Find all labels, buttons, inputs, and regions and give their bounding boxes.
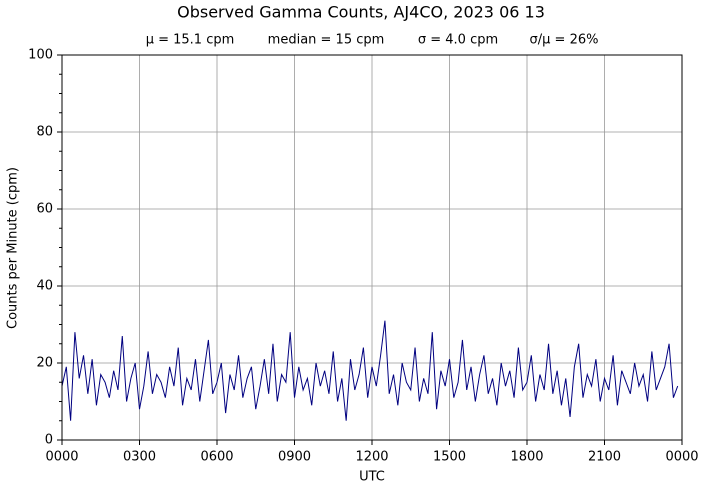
- x-tick-label: 1200: [355, 450, 388, 465]
- y-tick-label: 80: [36, 125, 53, 140]
- y-tick-label: 100: [28, 48, 53, 63]
- y-tick-label: 0: [45, 433, 53, 448]
- x-tick-label: 0300: [123, 450, 156, 465]
- x-tick-label: 0600: [200, 450, 233, 465]
- x-tick-label: 0000: [665, 450, 698, 465]
- data-line: [61, 320, 679, 421]
- plot-frame: [61, 54, 683, 441]
- y-axis-label: Counts per Minute (cpm): [6, 167, 21, 329]
- chart-title: Observed Gamma Counts, AJ4CO, 2023 06 13: [177, 3, 545, 22]
- y-tick-label: 40: [36, 279, 53, 294]
- x-tick-label: 2100: [588, 450, 621, 465]
- x-tick-label: 0000: [45, 450, 78, 465]
- stat: σ/μ = 26%: [530, 33, 599, 48]
- y-tick-label: 20: [36, 356, 53, 371]
- stat: median = 15 cpm: [268, 33, 385, 48]
- stat: σ = 4.0 cpm: [418, 33, 498, 48]
- y-tick-label: 60: [36, 202, 53, 217]
- stat: μ = 15.1 cpm: [146, 33, 235, 48]
- x-axis-label: UTC: [359, 470, 385, 485]
- x-tick-label: 1800: [510, 450, 543, 465]
- x-tick-label: 1500: [433, 450, 466, 465]
- x-tick-label: 0900: [278, 450, 311, 465]
